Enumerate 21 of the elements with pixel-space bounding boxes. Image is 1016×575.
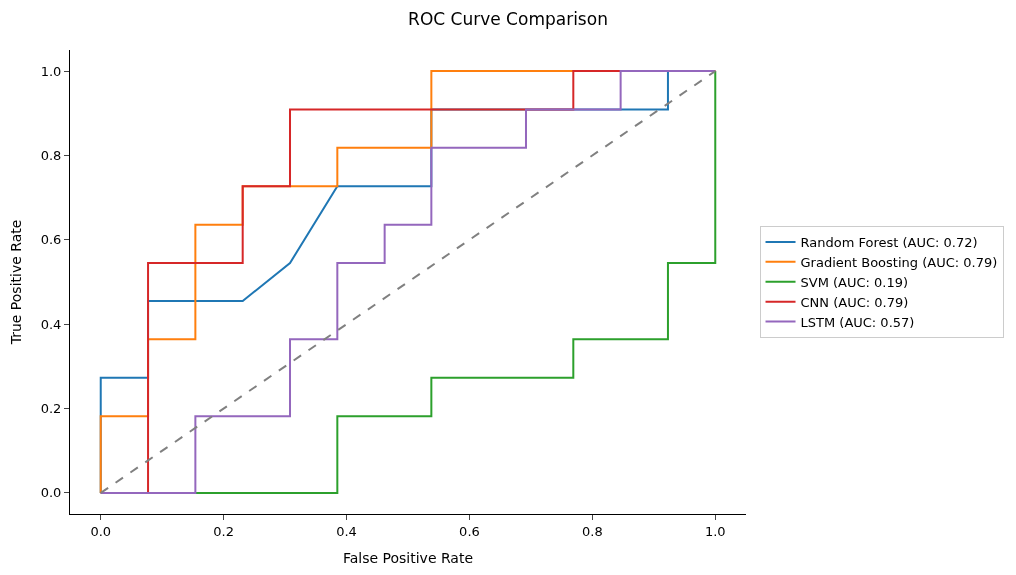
y-tick-label: 1.0 <box>40 63 62 79</box>
legend-label: CNN (AUC: 0.79) <box>800 294 909 310</box>
line-series <box>99 70 717 494</box>
legend-label: LSTM (AUC: 0.57) <box>800 314 915 330</box>
x-tick-label: 0.6 <box>459 523 480 539</box>
y-tick-label: 0.2 <box>40 401 62 417</box>
y-tick-label: 0.8 <box>40 148 62 163</box>
y-tick-label: 0.6 <box>40 232 62 248</box>
x-tick-label: 0.0 <box>90 523 112 539</box>
y-tick-label: 0.4 <box>40 316 62 332</box>
x-tick-label: 1.0 <box>704 523 726 539</box>
legend-label: Random Forest (AUC: 0.72) <box>800 235 978 251</box>
x-tick-label: 0.4 <box>336 523 357 539</box>
x-tick-label: 0.2 <box>213 523 234 539</box>
y-axis-title: True Positive Rate <box>8 219 25 346</box>
legend-label: Gradient Boosting (AUC: 0.79) <box>800 254 998 270</box>
x-tick-label: 0.8 <box>582 523 603 539</box>
chart-title: ROC Curve Comparison <box>408 9 608 29</box>
legend-label: SVM (AUC: 0.19) <box>800 274 909 290</box>
x-axis-title: False Positive Rate <box>342 549 474 566</box>
y-tick-label: 0.0 <box>40 485 62 501</box>
